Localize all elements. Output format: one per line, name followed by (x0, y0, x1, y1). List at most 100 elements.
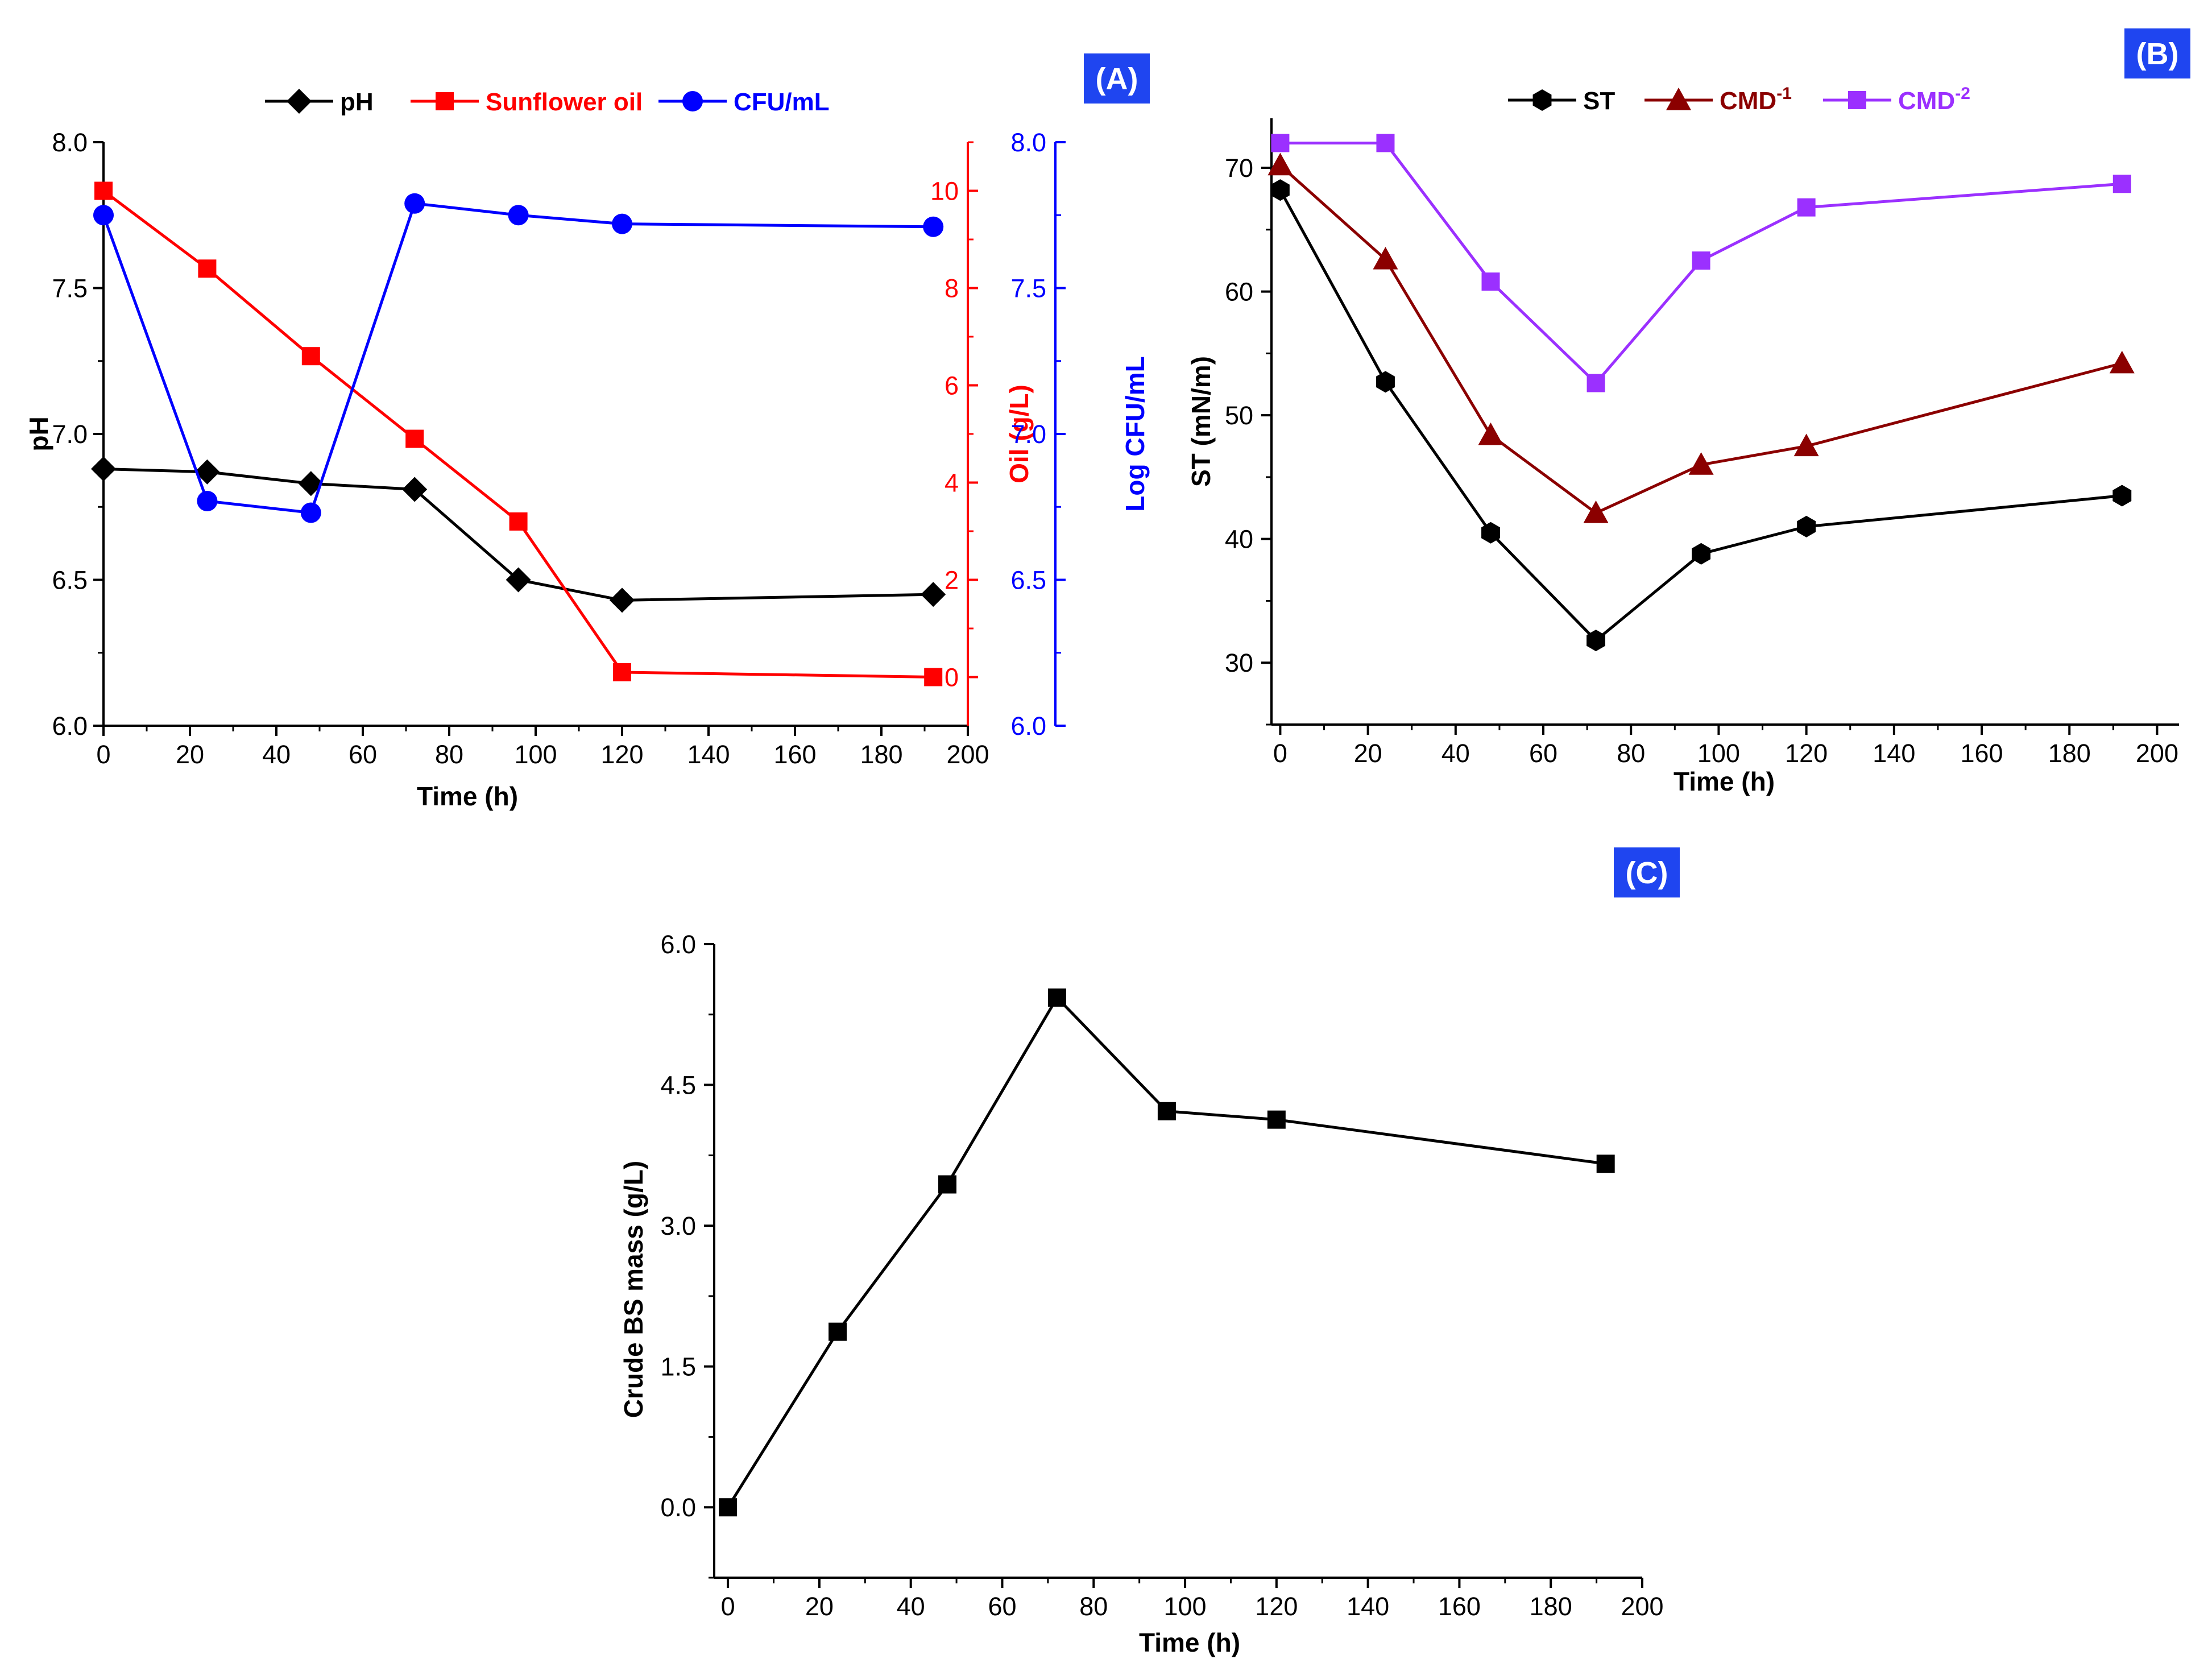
chart-0-x-tick-label: 40 (262, 740, 291, 769)
chart-A-data-point (405, 429, 424, 448)
chart-1-x-tick-label: 20 (1354, 739, 1382, 768)
chart-2-x-tick-label: 60 (988, 1592, 1016, 1621)
chart-A-data-point (301, 347, 320, 366)
chart-1-x-tick-label: 0 (1273, 739, 1287, 768)
chart-0-x-tick-label: 80 (435, 740, 463, 769)
chart-B-y-tick-label: 50 (1225, 401, 1253, 430)
chart-A-data-point (506, 567, 531, 593)
chart-A-oil-tick-label: 0 (945, 663, 959, 692)
chart-0-x-tick-label: 0 (96, 740, 110, 769)
chart-B-badge: (B) (2124, 28, 2190, 78)
chart-B-data-point (1586, 374, 1605, 392)
chart-C-data-point (1267, 1110, 1286, 1129)
chart-B-legend-name: CMD (1720, 87, 1776, 115)
chart-A-badge-label: (A) (1096, 62, 1138, 96)
chart-B-y-tick-label: 60 (1225, 278, 1253, 307)
chart-0-x-tick-label: 100 (514, 740, 557, 769)
chart-B-legend-superscript: -2 (1955, 84, 1970, 103)
chart-B-badge-label: (B) (2136, 37, 2179, 71)
chart-A-left-tick-label: 7.5 (52, 274, 88, 303)
chart-B-data-point (1692, 251, 1710, 270)
chart-2-x-tick-label: 80 (1079, 1592, 1108, 1621)
chart-B-data-point (1583, 500, 1609, 523)
chart-B-data-point (1797, 198, 1816, 217)
chart-A-data-point (94, 181, 113, 200)
chart-C-y-tick-label: 4.5 (660, 1071, 696, 1100)
chart-C-data-point (719, 1498, 738, 1517)
chart-0-x-tick-label: 200 (946, 740, 989, 769)
chart-A-left-tick-label: 6.5 (52, 566, 88, 595)
chart-1-x-tick-label: 80 (1617, 739, 1645, 768)
chart-A-left-tick-label: 7.0 (52, 420, 88, 449)
chart-0-x-tick-label: 120 (600, 740, 643, 769)
chart-0-x-tick-label: 160 (773, 740, 816, 769)
chart-C-badge: (C) (1614, 847, 1680, 897)
chart-B-data-point (1376, 134, 1395, 152)
chart-A-left-tick-label: 6.0 (52, 711, 88, 741)
chart-B-data-point (1481, 272, 1500, 291)
chart-C-y-tick-label: 1.5 (660, 1352, 696, 1381)
chart-A-data-point (610, 588, 635, 613)
chart-B-data-point (1271, 134, 1290, 152)
chart-1-x-tick-label: 140 (1873, 739, 1915, 768)
chart-B-series-0 (1270, 179, 2132, 652)
chart-A-cfu-tick-label: 8.0 (1010, 128, 1046, 157)
chart-A-left-tick-label: 8.0 (52, 128, 88, 157)
chart-B-legend-marker (1666, 88, 1691, 110)
chart-A-ylabel-oil: Oil (g/L) (1004, 384, 1034, 483)
chart-C-series-0 (719, 988, 1615, 1517)
chart-C-series-line (726, 995, 1606, 1508)
chart-C-xlabel: Time (h) (1139, 1628, 1240, 1657)
chart-1-x-tick-label: 100 (1697, 739, 1740, 768)
chart-A-legend: pH Sunflower oil CFU/mL (265, 88, 830, 116)
chart-B-data-point (1481, 522, 1500, 544)
chart-B-legend-label: CMD-1 (1720, 84, 1792, 115)
chart-A-data-point (194, 459, 220, 485)
chart-A-series-sunflower-oil (94, 181, 943, 686)
chart-A-data-point (921, 582, 946, 607)
chart-C-badge-bg (1614, 847, 1680, 897)
chart-2-x-tick-label: 180 (1530, 1592, 1572, 1621)
chart-C-data-point (829, 1322, 847, 1341)
chart-A-data-point (508, 205, 529, 226)
chart-A-legend-label: CFU/mL (734, 88, 830, 116)
chart-0-x-tick-label: 20 (176, 740, 204, 769)
chart-2-x-tick-label: 0 (721, 1592, 735, 1621)
chart-B-series-2 (1271, 134, 2131, 392)
chart-A-ylabel-ph: pH (24, 416, 53, 451)
chart-B-y-tick-label: 70 (1225, 154, 1253, 183)
chart-C: 0 20 40 60 80 100 120 140 160 180 200 0.0 1.5 3.0 4.5 6… (619, 930, 1664, 1657)
chart-B-data-point (1270, 179, 1290, 201)
chart-A-legend-marker (682, 91, 703, 111)
chart-2-x-tick-label: 40 (897, 1592, 925, 1621)
chart-B-legend-name: CMD (1898, 87, 1955, 115)
chart-1-x-tick-label: 160 (1960, 739, 2003, 768)
chart-A-data-point (612, 213, 632, 234)
chart-A-data-point (198, 259, 217, 278)
chart-2-x-tick-label: 160 (1438, 1592, 1481, 1621)
chart-A-badge: (A) (1084, 53, 1150, 104)
chart-C-ylabel: Crude BS mass (g/L) (619, 1161, 648, 1418)
chart-B-series-1 (1267, 152, 2135, 523)
chart-A-oil-tick-label: 10 (930, 177, 959, 206)
chart-B-xlabel: Time (h) (1674, 767, 1775, 796)
chart-A-oil-tick-label: 4 (945, 469, 959, 498)
chart-B-data-point (2109, 350, 2135, 374)
chart-B: 0 20 40 60 80 100 120 140 160 180 200 30 40 50 60 70 ST … (1186, 84, 2179, 796)
chart-C-y-tick-label: 6.0 (660, 930, 696, 959)
chart-A-legend-marker (436, 92, 454, 110)
chart-B-legend-marker (1532, 89, 1552, 111)
chart-B-data-point (2112, 175, 2131, 193)
chart-B-legend: ST CMD-1 CMD-2 (1508, 84, 1970, 115)
chart-C-data-point (938, 1175, 957, 1194)
chart-2-x-tick-label: 100 (1164, 1592, 1207, 1621)
chart-A-legend-label: Sunflower oil (486, 88, 643, 116)
chart-A-data-point (613, 663, 631, 681)
chart-A-series-line (102, 189, 934, 679)
chart-C-badge-label: (C) (1626, 856, 1668, 890)
chart-1-x-tick-label: 40 (1441, 739, 1470, 768)
chart-B-data-point (1692, 543, 1711, 565)
chart-B-data-point (1478, 422, 1503, 445)
chart-A-oil-tick-label: 8 (945, 274, 959, 303)
